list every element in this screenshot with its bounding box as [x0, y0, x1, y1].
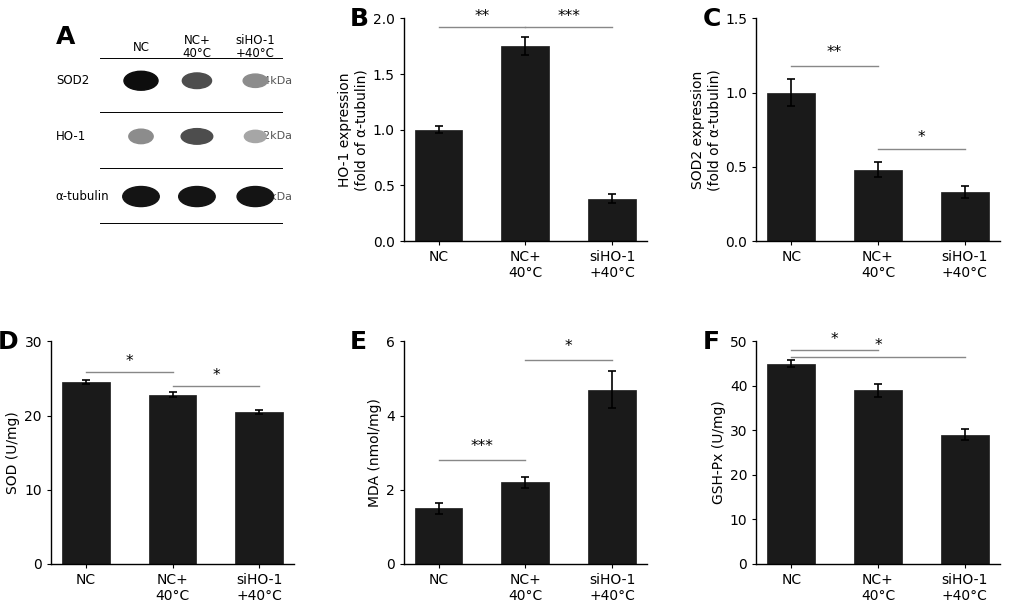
Text: *: * [830, 332, 838, 346]
Text: siHO-1: siHO-1 [235, 34, 275, 47]
Text: HO-1: HO-1 [56, 130, 86, 143]
Text: +40°C: +40°C [235, 47, 274, 60]
Y-axis label: GSH-Px (U/mg): GSH-Px (U/mg) [711, 401, 725, 504]
Y-axis label: SOD2 expression
(fold of α-tubulin): SOD2 expression (fold of α-tubulin) [690, 69, 720, 191]
Text: *: * [917, 129, 924, 145]
Bar [501, 46, 548, 241]
Text: D: D [0, 330, 18, 354]
Ellipse shape [178, 186, 215, 207]
Bar [588, 389, 635, 564]
Ellipse shape [181, 129, 213, 144]
Text: **: ** [474, 9, 489, 24]
Ellipse shape [236, 186, 273, 207]
Text: *: * [873, 338, 881, 353]
Bar [415, 508, 462, 564]
Bar [235, 412, 283, 564]
Y-axis label: HO-1 expression
(fold of α-tubulin): HO-1 expression (fold of α-tubulin) [338, 69, 368, 191]
Bar [940, 192, 987, 241]
Text: ***: *** [470, 440, 493, 454]
Bar [588, 199, 635, 241]
Text: *: * [125, 354, 132, 370]
Text: NC+: NC+ [183, 34, 210, 47]
Bar [766, 93, 814, 241]
Text: 52kDa: 52kDa [256, 191, 291, 202]
Bar [940, 435, 987, 564]
Text: SOD2: SOD2 [56, 74, 89, 87]
Ellipse shape [182, 73, 211, 88]
Bar [501, 482, 548, 564]
Text: A: A [56, 25, 75, 49]
Y-axis label: SOD (U/mg): SOD (U/mg) [6, 411, 20, 494]
Ellipse shape [128, 129, 153, 143]
Bar [149, 395, 197, 564]
Text: 24kDa: 24kDa [256, 76, 291, 86]
Ellipse shape [243, 74, 267, 88]
Text: NC: NC [132, 40, 150, 54]
Text: ***: *** [556, 9, 580, 24]
Bar [853, 170, 901, 241]
Bar [766, 364, 814, 564]
Bar [853, 390, 901, 564]
Ellipse shape [122, 186, 159, 207]
Text: α-tubulin: α-tubulin [56, 190, 109, 203]
Text: F: F [702, 330, 719, 354]
Text: *: * [212, 368, 219, 383]
Text: *: * [565, 339, 572, 354]
Text: C: C [702, 7, 720, 31]
Text: 32kDa: 32kDa [256, 131, 291, 142]
Text: B: B [350, 7, 369, 31]
Ellipse shape [124, 71, 158, 90]
Bar [62, 382, 110, 564]
Text: **: ** [826, 45, 842, 60]
Text: 40°C: 40°C [182, 47, 211, 60]
Y-axis label: MDA (nmol/mg): MDA (nmol/mg) [367, 398, 381, 507]
Bar [415, 130, 462, 241]
Text: E: E [350, 330, 367, 354]
Ellipse shape [245, 131, 266, 143]
